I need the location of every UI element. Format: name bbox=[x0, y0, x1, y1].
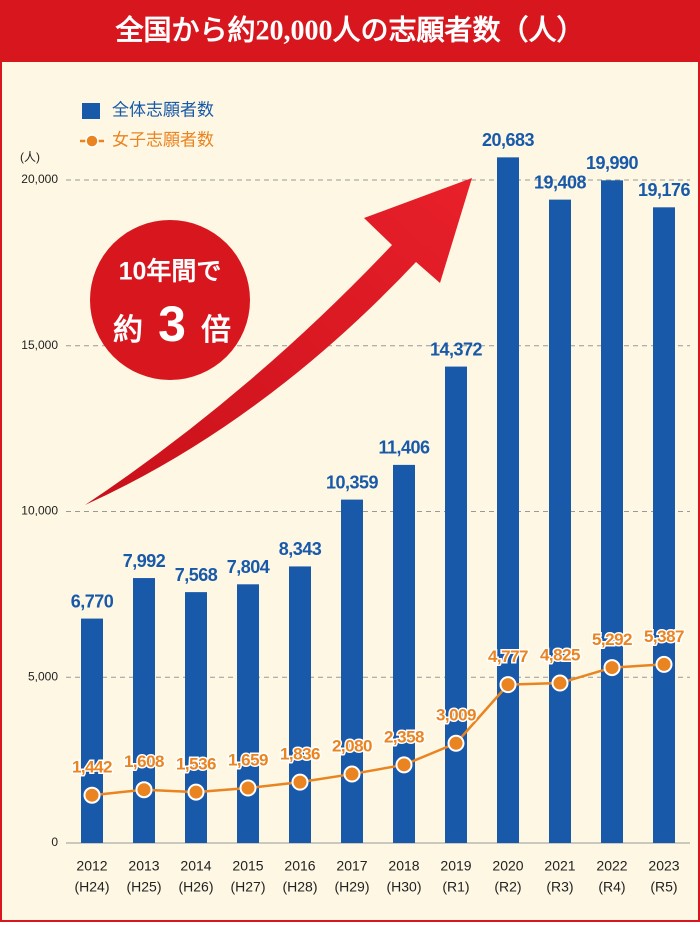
x-tick-label: 2021 bbox=[544, 858, 575, 874]
line-point bbox=[189, 785, 204, 800]
bar-value-label: 8,343 bbox=[279, 539, 322, 559]
line-point bbox=[85, 788, 100, 803]
x-tick-label: 2014 bbox=[180, 858, 211, 874]
line-point bbox=[293, 775, 308, 790]
x-tick-sublabel: (H30) bbox=[386, 879, 421, 895]
line-value-label: 5,292 bbox=[592, 630, 632, 649]
bar bbox=[497, 157, 519, 843]
legend-swatch bbox=[86, 135, 98, 147]
x-tick-sublabel: (R1) bbox=[442, 879, 469, 895]
bar-value-label: 19,990 bbox=[586, 153, 639, 173]
bar-value-label: 7,804 bbox=[227, 557, 270, 577]
y-tick-label: 5,000 bbox=[28, 669, 58, 683]
badge-number: 3 bbox=[158, 296, 186, 352]
y-tick-label: 15,000 bbox=[21, 338, 58, 352]
x-tick-label: 2017 bbox=[336, 858, 367, 874]
chart: 全国から約20,000人の志願者数（人） (人) 0 5,000 10,000 15,… bbox=[0, 0, 700, 922]
bar-value-label: 7,568 bbox=[175, 565, 218, 585]
x-tick-label: 2022 bbox=[596, 858, 627, 874]
line-value-label: 1,536 bbox=[176, 755, 216, 774]
line-value-label: 1,608 bbox=[124, 752, 164, 771]
bar bbox=[237, 584, 259, 843]
x-tick-sublabel: (H29) bbox=[334, 879, 369, 895]
y-unit: (人) bbox=[20, 150, 40, 164]
line-point bbox=[345, 767, 360, 782]
y-tick-label: 20,000 bbox=[21, 172, 58, 186]
bar-value-label: 14,372 bbox=[430, 339, 483, 359]
badge-line1: 10年間で bbox=[119, 257, 222, 286]
bar-value-label: 20,683 bbox=[482, 130, 535, 150]
x-tick-sublabel: (R2) bbox=[494, 879, 521, 895]
x-tick-label: 2020 bbox=[492, 858, 523, 874]
x-tick-label: 2019 bbox=[440, 858, 471, 874]
y-tick-label: 10,000 bbox=[21, 504, 58, 518]
bar-value-label: 10,359 bbox=[326, 472, 379, 492]
x-tick-sublabel: (R3) bbox=[546, 879, 573, 895]
chart-title: 全国から約20,000人の志願者数（人） bbox=[114, 13, 584, 46]
x-tick-sublabel: (R4) bbox=[598, 879, 625, 895]
legend-label: 全体志願者数 bbox=[112, 100, 214, 119]
x-tick-label: 2015 bbox=[232, 858, 263, 874]
line-point bbox=[501, 677, 516, 692]
line-point bbox=[397, 757, 412, 772]
line-point bbox=[137, 782, 152, 797]
line-point bbox=[553, 676, 568, 691]
line-value-label: 4,825 bbox=[540, 646, 580, 665]
x-tick-label: 2018 bbox=[388, 858, 419, 874]
bar bbox=[185, 592, 207, 843]
legend-label: 女子志願者数 bbox=[112, 130, 214, 149]
x-tick-label: 2016 bbox=[284, 858, 315, 874]
x-tick-sublabel: (H27) bbox=[230, 879, 265, 895]
bar-value-label: 11,406 bbox=[378, 438, 430, 458]
line-value-label: 1,442 bbox=[72, 758, 112, 777]
badge-suffix: 倍 bbox=[201, 313, 231, 347]
x-tick-sublabel: (H25) bbox=[126, 879, 161, 895]
line-point bbox=[241, 781, 256, 796]
bar bbox=[653, 207, 675, 843]
line-value-label: 5,387 bbox=[644, 627, 684, 646]
bar bbox=[549, 200, 571, 843]
line-point bbox=[605, 660, 620, 675]
bar bbox=[393, 465, 415, 843]
bar-value-label: 19,176 bbox=[638, 180, 691, 200]
line-value-label: 4,777 bbox=[488, 647, 528, 666]
bar bbox=[445, 367, 467, 843]
line-point bbox=[449, 736, 464, 751]
x-tick-sublabel: (H24) bbox=[74, 879, 109, 895]
line-value-label: 2,080 bbox=[332, 737, 372, 756]
x-tick-sublabel: (H28) bbox=[282, 879, 317, 895]
bar-value-label: 19,408 bbox=[534, 172, 587, 192]
x-tick-label: 2013 bbox=[128, 858, 159, 874]
bar bbox=[341, 500, 363, 843]
bar bbox=[289, 566, 311, 843]
line-value-label: 1,659 bbox=[228, 750, 268, 769]
x-tick-sublabel: (R5) bbox=[650, 879, 677, 895]
bar bbox=[133, 578, 155, 843]
line-value-label: 2,358 bbox=[384, 727, 424, 746]
y-tick-label: 0 bbox=[51, 835, 58, 849]
x-tick-label: 2012 bbox=[76, 858, 107, 874]
line-point bbox=[657, 657, 672, 672]
line-value-label: 1,836 bbox=[280, 745, 320, 764]
x-tick-label: 2023 bbox=[648, 858, 679, 874]
bar-value-label: 6,770 bbox=[71, 591, 114, 611]
bar-value-label: 7,992 bbox=[123, 551, 166, 571]
x-tick-sublabel: (H26) bbox=[178, 879, 213, 895]
bar bbox=[81, 619, 103, 843]
legend-swatch bbox=[82, 103, 100, 119]
badge-prefix: 約 bbox=[113, 314, 143, 347]
bar bbox=[601, 180, 623, 843]
line-value-label: 3,009 bbox=[436, 706, 476, 725]
